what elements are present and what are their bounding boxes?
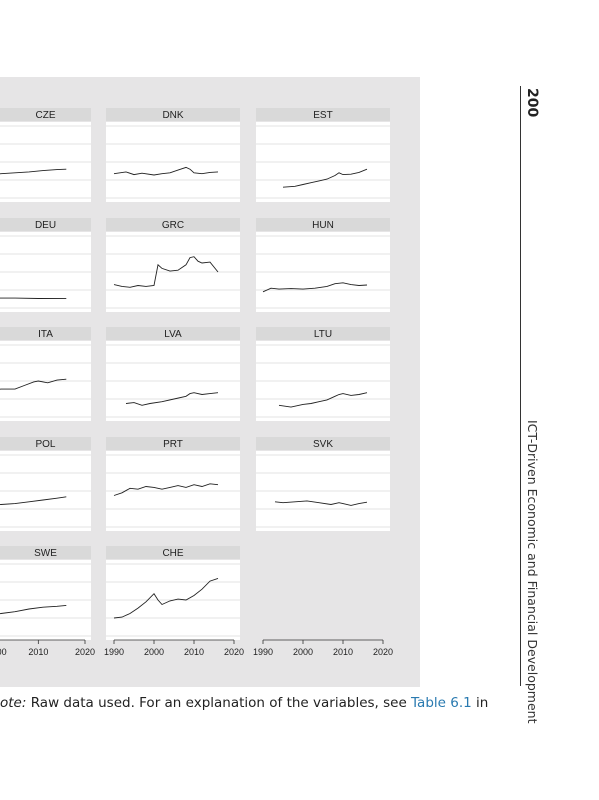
panel-header xyxy=(256,437,390,450)
panel-title: CHE xyxy=(162,548,183,559)
panel-header xyxy=(0,108,91,121)
table-link[interactable]: Table 6.1 xyxy=(411,695,472,711)
x-tick-label: 2000 xyxy=(144,647,164,657)
page-number: 200 xyxy=(524,88,540,118)
x-tick-label: 2000 xyxy=(293,647,313,657)
panel-title: SWE xyxy=(34,548,57,559)
series-line-ita xyxy=(0,378,67,390)
panel-header xyxy=(0,437,91,450)
panel-title: LVA xyxy=(164,329,182,340)
panel-title: ITA xyxy=(38,329,53,340)
x-tick-label: 1990 xyxy=(253,647,273,657)
x-tick-label: 000 xyxy=(0,647,7,657)
series-line-pol xyxy=(0,496,67,506)
note-text: Raw data used. For an explanation of the… xyxy=(26,695,412,711)
panel-header xyxy=(256,218,390,231)
series-line-cze xyxy=(0,168,67,175)
figure-note: ote: Raw data used. For an explanation o… xyxy=(0,695,488,711)
series-line-est xyxy=(282,168,368,188)
series-line-prt xyxy=(113,483,219,496)
panel-title: DEU xyxy=(35,220,56,231)
note-tail: in xyxy=(471,695,489,711)
series-line-lva xyxy=(125,392,219,406)
panel-title: HUN xyxy=(312,220,334,231)
x-tick-label: 2020 xyxy=(75,647,95,657)
panel-header xyxy=(106,437,240,450)
note-label: ote: xyxy=(0,695,27,711)
panel-header xyxy=(106,546,240,559)
small-multiples-chart: CZE DNK EST DEU GRC HUN ITA LVA LTU POL PRT SVK SWE C… xyxy=(0,108,393,657)
x-tick-label: 2020 xyxy=(224,647,244,657)
series-line-hun xyxy=(262,282,368,293)
running-title: ICT-Driven Economic and Financial Develo… xyxy=(525,420,540,724)
panel-title: SVK xyxy=(313,439,333,450)
panel-header xyxy=(256,108,390,121)
series-line-dnk xyxy=(113,166,219,176)
panel-header xyxy=(106,327,240,340)
x-tick-label: 2020 xyxy=(373,647,393,657)
series-line-deu xyxy=(0,297,67,300)
series-line-swe xyxy=(0,604,67,615)
panel-header xyxy=(256,327,390,340)
panel-header xyxy=(106,218,240,231)
panel-header xyxy=(0,546,91,559)
panel-title: LTU xyxy=(314,329,332,340)
panel-title: POL xyxy=(35,439,55,450)
x-tick-label: 2010 xyxy=(184,647,204,657)
series-line-che xyxy=(113,577,219,619)
panel-title: PRT xyxy=(163,439,183,450)
panel-title: EST xyxy=(313,110,332,121)
x-tick-label: 2010 xyxy=(333,647,353,657)
series-line-grc xyxy=(113,256,219,288)
x-tick-label: 1990 xyxy=(104,647,124,657)
x-tick-label: 2010 xyxy=(28,647,48,657)
panel-title: CZE xyxy=(36,110,56,121)
panel-header xyxy=(106,108,240,121)
panel-title: DNK xyxy=(162,110,183,121)
panel-header xyxy=(0,327,91,340)
panel-header xyxy=(0,218,91,231)
series-line-ltu xyxy=(278,392,368,408)
margin-rule xyxy=(520,86,521,686)
series-line-svk xyxy=(274,500,368,506)
panel-title: GRC xyxy=(162,220,184,231)
